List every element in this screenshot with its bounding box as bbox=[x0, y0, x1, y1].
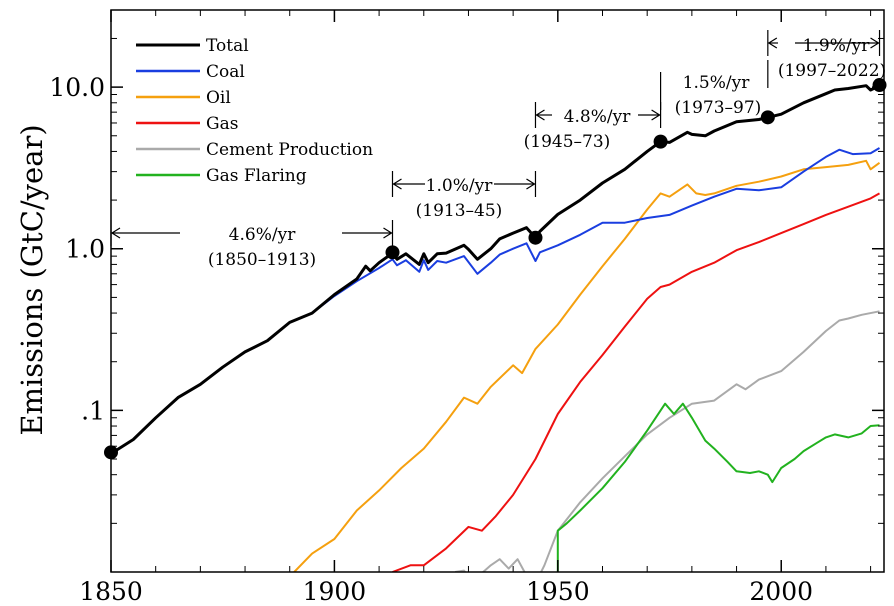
period-marker-2022 bbox=[872, 78, 887, 93]
period-marker-1997 bbox=[760, 110, 775, 125]
growth-annotation: 4.8%/yr (1945–73) bbox=[524, 102, 662, 152]
growth-rate-label: 4.8%/yr bbox=[564, 107, 632, 127]
arrow-head bbox=[870, 37, 880, 49]
x-tick-label: 2000 bbox=[749, 577, 813, 606]
arrow-head bbox=[651, 109, 661, 121]
series-line-total bbox=[111, 84, 881, 455]
series-line-gas bbox=[392, 192, 880, 572]
growth-period-label: (1997–2022) bbox=[778, 61, 886, 81]
y-tick-label: .1 bbox=[81, 396, 105, 425]
growth-rate-label: 1.9%/yr bbox=[803, 36, 871, 56]
series-line-gas-flaring bbox=[556, 402, 880, 572]
growth-rate-label: 1.0%/yr bbox=[426, 176, 494, 196]
y-tick-label: 1.0 bbox=[65, 235, 105, 264]
legend: Total Coal Oil Gas Cement Production Gas Flar… bbox=[136, 36, 373, 186]
arrow-head bbox=[535, 109, 545, 121]
annotation-layer: 4.6%/yr (1850–1913) 1.0%/yr (1913–45) 4.8%/y… bbox=[110, 30, 886, 270]
x-tick-label: 1950 bbox=[526, 577, 590, 606]
series-line-oil bbox=[293, 159, 881, 572]
axis-layer: 1850 1900 1950 2000 .1 1.0 10.0 bbox=[49, 9, 884, 606]
growth-annotation: 1.0%/yr (1913–45) bbox=[391, 171, 537, 221]
x-tick-label: 1900 bbox=[303, 577, 367, 606]
period-marker-1913 bbox=[385, 245, 400, 260]
period-marker-1945 bbox=[528, 230, 543, 245]
growth-rate-label: 4.6%/yr bbox=[229, 225, 297, 245]
growth-rate-label: 1.5%/yr bbox=[683, 73, 751, 93]
legend-label-total: Total bbox=[206, 36, 249, 56]
arrow-head bbox=[383, 227, 393, 239]
period-marker-1973 bbox=[653, 134, 668, 149]
legend-label-cement-production: Cement Production bbox=[206, 140, 373, 160]
plot-frame bbox=[110, 9, 885, 573]
growth-annotation: 1.9%/yr (1997–2022) bbox=[767, 30, 886, 81]
legend-label-oil: Oil bbox=[206, 88, 231, 108]
growth-period-label: (1913–45) bbox=[416, 201, 503, 221]
series-line-cement-production bbox=[454, 310, 880, 572]
growth-period-label: (1945–73) bbox=[524, 132, 611, 152]
legend-label-gas: Gas bbox=[206, 114, 238, 134]
y-tick-label: 10.0 bbox=[49, 73, 105, 102]
series-line-coal bbox=[111, 147, 881, 455]
growth-period-label: (1973–97) bbox=[675, 98, 762, 118]
growth-period-label: (1850–1913) bbox=[208, 250, 316, 270]
series-layer bbox=[111, 84, 881, 572]
x-tick-label: 1850 bbox=[79, 577, 143, 606]
legend-label-gas-flaring: Gas Flaring bbox=[206, 166, 307, 186]
arrow-head bbox=[110, 227, 121, 239]
growth-annotation: 4.6%/yr (1850–1913) bbox=[110, 220, 394, 270]
legend-label-coal: Coal bbox=[206, 62, 245, 82]
arrow-head bbox=[526, 178, 536, 190]
arrow-head bbox=[767, 37, 778, 49]
arrow-head bbox=[392, 178, 402, 190]
growth-annotation: 1.5%/yr (1973–97) bbox=[675, 73, 762, 118]
